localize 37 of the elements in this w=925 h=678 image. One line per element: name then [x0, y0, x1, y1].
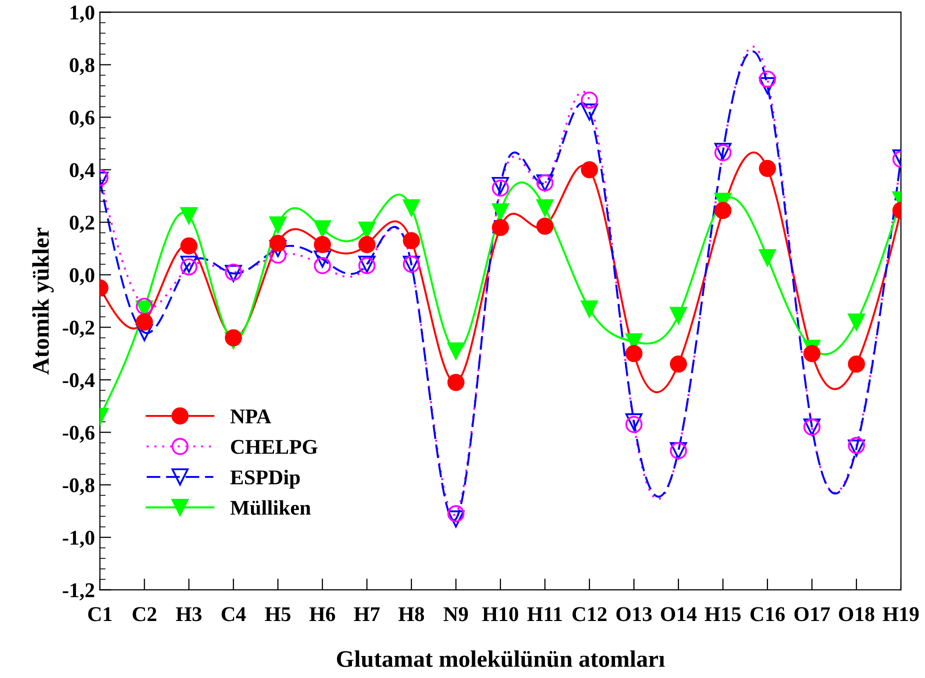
x-tick-label: O13 — [616, 607, 652, 622]
x-tick-label: H15 — [704, 607, 741, 622]
legend-label: NPA — [230, 409, 272, 424]
x-tick-label: H19 — [882, 607, 919, 622]
y-tick-label: 0,0 — [70, 268, 94, 286]
x-tick-label: H3 — [176, 607, 202, 622]
x-tick-label: H11 — [527, 607, 562, 621]
x-tick-label: O14 — [660, 607, 697, 622]
x-tick-label: H5 — [264, 607, 290, 622]
x-tick-label: C4 — [222, 607, 246, 622]
x-tick-label: O17 — [794, 607, 830, 622]
x-tick-label: C12 — [572, 607, 606, 622]
x-tick-label: N9 — [444, 607, 468, 622]
y-tick-label: -1,0 — [62, 530, 94, 548]
y-tick-label: 0,2 — [70, 216, 94, 233]
x-tick-label: C2 — [132, 607, 156, 622]
legend-label: Mülliken — [230, 500, 311, 515]
y-axis-title: Atomik yükler — [32, 228, 54, 375]
y-tick-label: -0,4 — [62, 373, 95, 390]
y-tick-label: 1,0 — [70, 6, 94, 23]
legend-label: ESPDip — [230, 470, 300, 489]
y-tick-label: -1,2 — [62, 583, 94, 600]
x-tick-label: H6 — [309, 607, 336, 622]
y-tick-label: -0,2 — [62, 320, 94, 338]
y-tick-label: 0,4 — [70, 163, 95, 180]
x-tick-label: H7 — [354, 607, 380, 621]
legend-label: CHELPG — [231, 440, 318, 454]
x-tick-label: C16 — [750, 607, 785, 622]
x-tick-label: H10 — [482, 607, 518, 622]
x-tick-label: O18 — [838, 607, 874, 622]
x-tick-label: H8 — [398, 607, 424, 622]
x-axis-title: Glutamat molekülünün atomları — [336, 650, 665, 668]
x-tick-label: C1 — [88, 607, 112, 622]
y-tick-label: -0,6 — [62, 426, 94, 443]
y-tick-label: -0,8 — [62, 478, 94, 496]
y-tick-label: 0,8 — [70, 58, 94, 76]
y-tick-label: 0,6 — [70, 110, 94, 128]
